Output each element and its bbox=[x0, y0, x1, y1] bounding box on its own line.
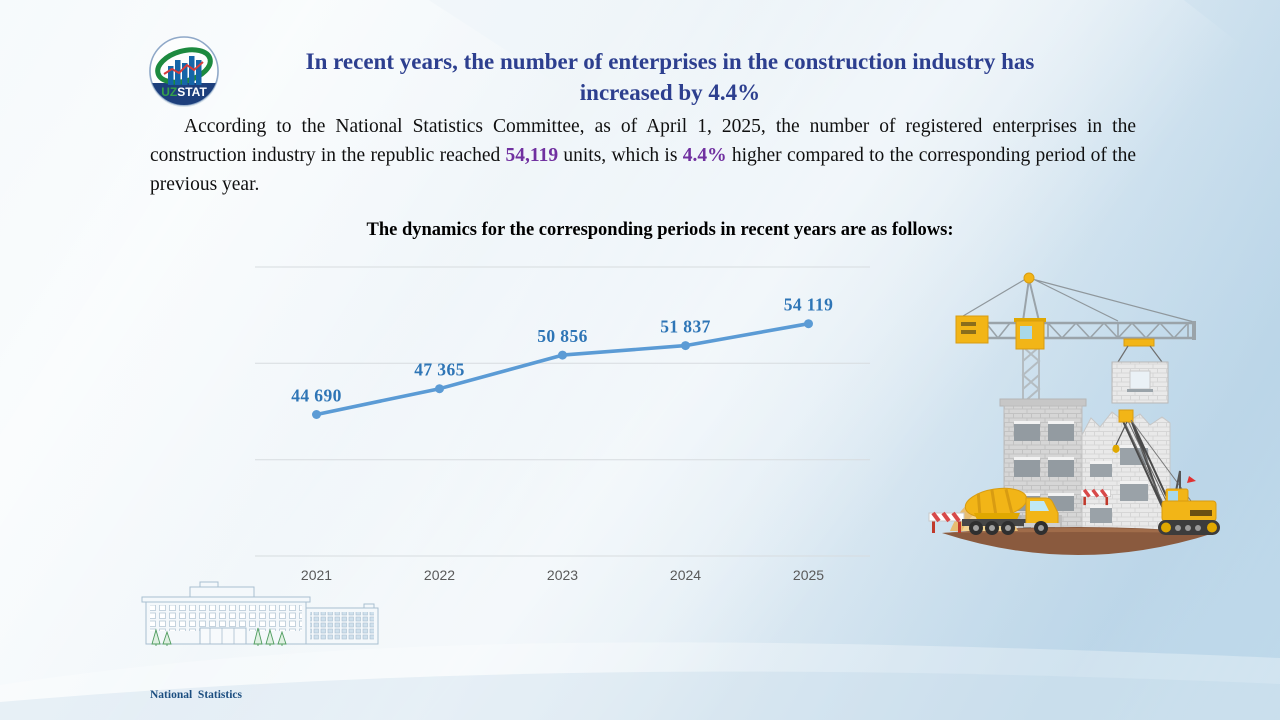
data-label: 47 365 bbox=[414, 360, 465, 380]
data-label: 51 837 bbox=[660, 317, 711, 337]
footer-organization: National Statistics Committee of the Rep… bbox=[150, 655, 358, 720]
x-axis-tick-label: 2023 bbox=[547, 567, 578, 583]
crawler-crane bbox=[1112, 409, 1220, 535]
paragraph-text: units, which is bbox=[558, 145, 683, 166]
data-point bbox=[312, 410, 321, 419]
logo-band bbox=[150, 83, 218, 105]
data-point bbox=[435, 384, 444, 394]
page-title-line1: In recent years, the number of enterpris… bbox=[305, 49, 1035, 74]
x-axis-tick-label: 2021 bbox=[301, 567, 332, 583]
construction-site-illustration bbox=[928, 272, 1220, 555]
traffic-barrier bbox=[1080, 488, 1112, 506]
statistics-committee-building-sketch bbox=[141, 581, 379, 646]
data-label: 44 690 bbox=[291, 386, 342, 406]
dynamics-chart: 44 690 2021 47 365 2022 50 856 2023 51 837 2024… bbox=[255, 266, 870, 583]
data-point bbox=[804, 319, 813, 329]
logo-wordmark: UZSTAT bbox=[161, 85, 207, 99]
x-axis-tick-label: 2022 bbox=[424, 567, 455, 583]
logo-trend-line-icon bbox=[163, 61, 204, 75]
x-axis-tick-label: 2024 bbox=[670, 567, 701, 583]
data-point bbox=[681, 341, 690, 351]
logo-green-swoosh bbox=[155, 47, 213, 85]
growth-percent-highlight: 4.4% bbox=[682, 145, 727, 166]
data-point bbox=[558, 350, 567, 360]
page-title: In recent years, the number of enterpris… bbox=[170, 46, 1170, 108]
tree-icons bbox=[151, 627, 287, 646]
traffic-barrier bbox=[928, 511, 965, 533]
paragraph-text: According to the National Statistics Com… bbox=[150, 116, 1136, 166]
page-title-line2: increased by 4.4% bbox=[579, 80, 761, 105]
cement-mixer-truck bbox=[962, 487, 1060, 535]
data-label: 54 119 bbox=[784, 295, 834, 315]
data-label: 50 856 bbox=[537, 326, 588, 346]
uzstat-logo: UZSTAT bbox=[149, 36, 219, 107]
footer-org-line1: National Statistics bbox=[150, 689, 242, 701]
tower-crane bbox=[955, 272, 1196, 416]
x-axis-tick-label: 2025 bbox=[793, 567, 824, 583]
summary-paragraph: According to the National Statistics Com… bbox=[150, 112, 1136, 199]
dynamics-chart-container: 44 690 2021 47 365 2022 50 856 2023 51 837 2024… bbox=[240, 250, 880, 595]
chart-heading: The dynamics for the corresponding perio… bbox=[366, 220, 954, 240]
paragraph-text: higher compared to the corresponding per… bbox=[150, 145, 1136, 195]
enterprises-count-highlight: 54,119 bbox=[505, 145, 559, 166]
